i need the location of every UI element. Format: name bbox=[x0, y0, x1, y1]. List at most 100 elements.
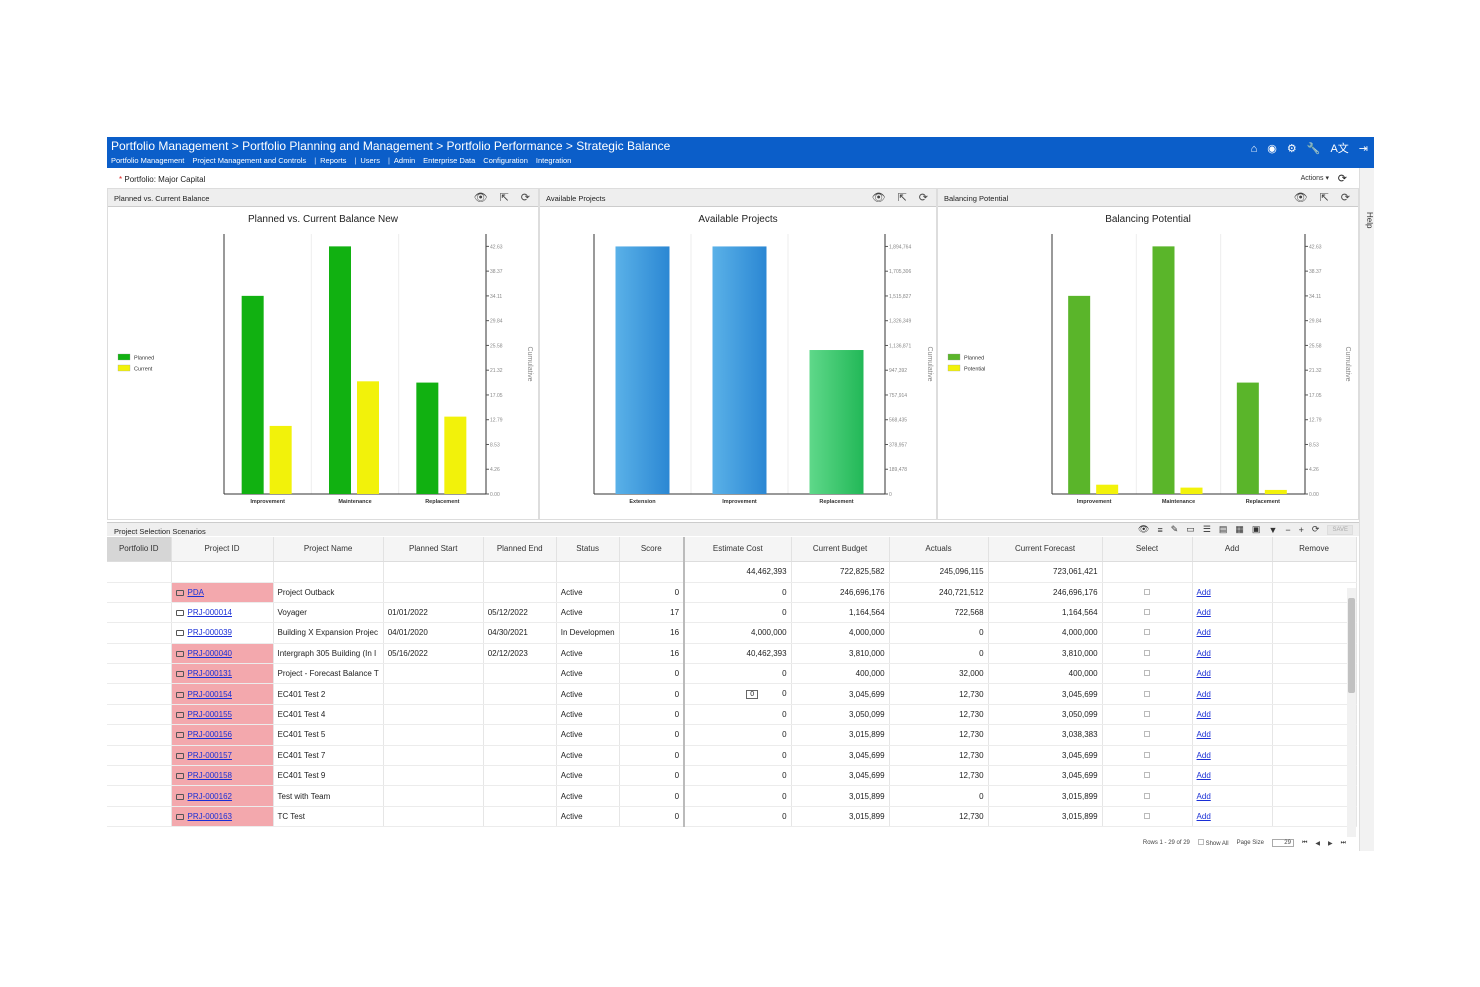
project-id-link[interactable]: PRJ-000158 bbox=[187, 771, 232, 781]
nav-item[interactable]: Admin bbox=[393, 156, 416, 165]
export-icon[interactable]: ⇱ bbox=[1319, 192, 1329, 204]
select-checkbox[interactable] bbox=[1144, 711, 1151, 718]
select-checkbox[interactable] bbox=[1144, 649, 1151, 656]
save-button[interactable]: SAVE bbox=[1327, 524, 1353, 535]
add-cell[interactable]: Add bbox=[1192, 765, 1273, 787]
table-row[interactable]: PRJ-000039 Building X Expansion Projec 04/… bbox=[107, 622, 1357, 644]
project-id-cell[interactable]: PRJ-000157 bbox=[171, 745, 274, 767]
add-link[interactable]: Add bbox=[1196, 791, 1211, 801]
column-header[interactable]: Current Budget bbox=[791, 537, 890, 562]
project-id-cell[interactable]: PRJ-000158 bbox=[171, 765, 274, 787]
home-icon[interactable]: ⌂ bbox=[1250, 143, 1258, 155]
select-cell[interactable] bbox=[1102, 806, 1193, 828]
select-checkbox[interactable] bbox=[1144, 629, 1151, 636]
project-id-link[interactable]: PRJ-000163 bbox=[187, 811, 232, 821]
refresh-icon[interactable]: ⟳ bbox=[520, 192, 530, 204]
add-link[interactable]: Add bbox=[1196, 771, 1211, 781]
estimate-cost-cell[interactable]: 4,000,000 bbox=[684, 622, 792, 644]
table-row[interactable]: PRJ-000155 EC401 Test 4 Active 0 0 3,050,099 1… bbox=[107, 704, 1357, 726]
inline-edit-box[interactable]: 0 bbox=[746, 690, 759, 700]
refresh-icon[interactable]: ⟳ bbox=[1340, 192, 1350, 204]
project-id-link[interactable]: PRJ-000040 bbox=[187, 648, 232, 658]
select-checkbox[interactable] bbox=[1144, 751, 1151, 758]
select-cell[interactable] bbox=[1102, 745, 1193, 767]
eye-icon[interactable]: 👁 bbox=[1138, 524, 1150, 534]
table-row[interactable]: PRJ-000162 Test with Team Active 0 0 3,015,89… bbox=[107, 785, 1357, 807]
select-checkbox[interactable] bbox=[1144, 670, 1151, 677]
remove-cell[interactable] bbox=[1272, 582, 1357, 603]
project-id-link[interactable]: PRJ-000155 bbox=[187, 710, 232, 720]
project-id-link[interactable]: PRJ-000157 bbox=[187, 750, 232, 760]
estimate-cost-cell[interactable]: 0 bbox=[684, 663, 792, 685]
filter-icon[interactable]: ▼ bbox=[1268, 524, 1278, 535]
refresh-icon[interactable]: ⟳ bbox=[1337, 173, 1347, 185]
translate-icon[interactable]: A文 bbox=[1330, 143, 1349, 155]
column-header[interactable]: Status bbox=[556, 537, 620, 562]
nav-item[interactable]: Users bbox=[360, 156, 380, 165]
gear-icon[interactable]: ⚙ bbox=[1286, 143, 1297, 155]
select-cell[interactable] bbox=[1102, 765, 1193, 787]
remove-cell[interactable] bbox=[1272, 785, 1357, 807]
project-id-cell[interactable]: PRJ-000039 bbox=[171, 622, 274, 644]
project-id-cell[interactable]: PDA bbox=[171, 582, 274, 603]
select-cell[interactable] bbox=[1102, 643, 1193, 665]
remove-cell[interactable] bbox=[1272, 745, 1357, 767]
estimate-cost-cell[interactable]: 0 bbox=[684, 582, 792, 603]
project-id-link[interactable]: PRJ-000156 bbox=[187, 730, 232, 740]
select-checkbox[interactable] bbox=[1144, 772, 1151, 779]
column-header[interactable]: Project ID bbox=[171, 537, 274, 562]
project-id-link[interactable]: PRJ-000131 bbox=[187, 669, 232, 679]
project-id-link[interactable]: PDA bbox=[187, 587, 204, 597]
select-checkbox[interactable] bbox=[1144, 792, 1151, 799]
select-checkbox[interactable] bbox=[1144, 812, 1151, 819]
logout-icon[interactable]: ⇥ bbox=[1358, 143, 1368, 155]
remove-row-icon[interactable]: − bbox=[1285, 524, 1291, 535]
export-icon[interactable]: ⇱ bbox=[499, 192, 509, 204]
monitor-icon[interactable]: ▭ bbox=[1186, 524, 1195, 534]
refresh-icon[interactable]: ⟳ bbox=[1311, 524, 1320, 534]
column-header[interactable]: Remove bbox=[1272, 537, 1357, 562]
column-header[interactable]: Select bbox=[1102, 537, 1193, 562]
project-id-cell[interactable]: PRJ-000155 bbox=[171, 704, 274, 726]
export-icon[interactable]: ⇱ bbox=[897, 192, 907, 204]
select-checkbox[interactable] bbox=[1144, 609, 1151, 616]
select-cell[interactable] bbox=[1102, 683, 1193, 705]
add-link[interactable]: Add bbox=[1196, 750, 1211, 760]
add-link[interactable]: Add bbox=[1196, 669, 1211, 679]
refresh-icon[interactable]: ⟳ bbox=[918, 192, 928, 204]
select-checkbox[interactable] bbox=[1144, 731, 1151, 738]
project-id-link[interactable]: PRJ-000154 bbox=[187, 689, 232, 699]
add-cell[interactable]: Add bbox=[1192, 724, 1273, 746]
select-cell[interactable] bbox=[1102, 602, 1193, 624]
add-link[interactable]: Add bbox=[1196, 587, 1211, 597]
edit-icon[interactable]: ✎ bbox=[1170, 524, 1179, 534]
remove-cell[interactable] bbox=[1272, 643, 1357, 665]
column-header[interactable]: Add bbox=[1192, 537, 1273, 562]
prev-page-icon[interactable]: ◀ bbox=[1315, 840, 1320, 847]
database-icon[interactable]: ≡ bbox=[1157, 524, 1163, 535]
column-header[interactable]: Planned End bbox=[483, 537, 557, 562]
select-cell[interactable] bbox=[1102, 582, 1193, 603]
remove-cell[interactable] bbox=[1272, 724, 1357, 746]
nav-item[interactable]: Integration bbox=[535, 156, 572, 165]
eye-icon[interactable]: 👁 bbox=[871, 192, 886, 204]
circle-logo-icon[interactable]: ◉ bbox=[1267, 143, 1277, 155]
select-cell[interactable] bbox=[1102, 622, 1193, 644]
eye-icon[interactable]: 👁 bbox=[473, 192, 488, 204]
select-cell[interactable] bbox=[1102, 785, 1193, 807]
next-page-icon[interactable]: ▶ bbox=[1327, 840, 1333, 847]
estimate-cost-cell[interactable]: 0 bbox=[684, 785, 792, 807]
add-link[interactable]: Add bbox=[1196, 730, 1211, 740]
table-row[interactable]: PDA Project Outback Active 0 0 246,696,176 240… bbox=[107, 582, 1357, 603]
remove-cell[interactable] bbox=[1272, 663, 1357, 685]
estimate-cost-cell[interactable]: 40,462,393 bbox=[684, 643, 792, 665]
add-cell[interactable]: Add bbox=[1192, 663, 1273, 685]
project-id-cell[interactable]: PRJ-000156 bbox=[171, 724, 274, 746]
table-row[interactable]: PRJ-000014 Voyager 01/01/2022 05/12/2022 Act… bbox=[107, 602, 1357, 624]
vertical-scrollbar[interactable] bbox=[1347, 588, 1356, 837]
estimate-cost-cell[interactable]: 0 bbox=[684, 704, 792, 726]
column-header[interactable]: Score bbox=[619, 537, 686, 562]
table-row[interactable]: PRJ-000163 TC Test Active 0 0 3,015,899 12,730… bbox=[107, 806, 1357, 828]
